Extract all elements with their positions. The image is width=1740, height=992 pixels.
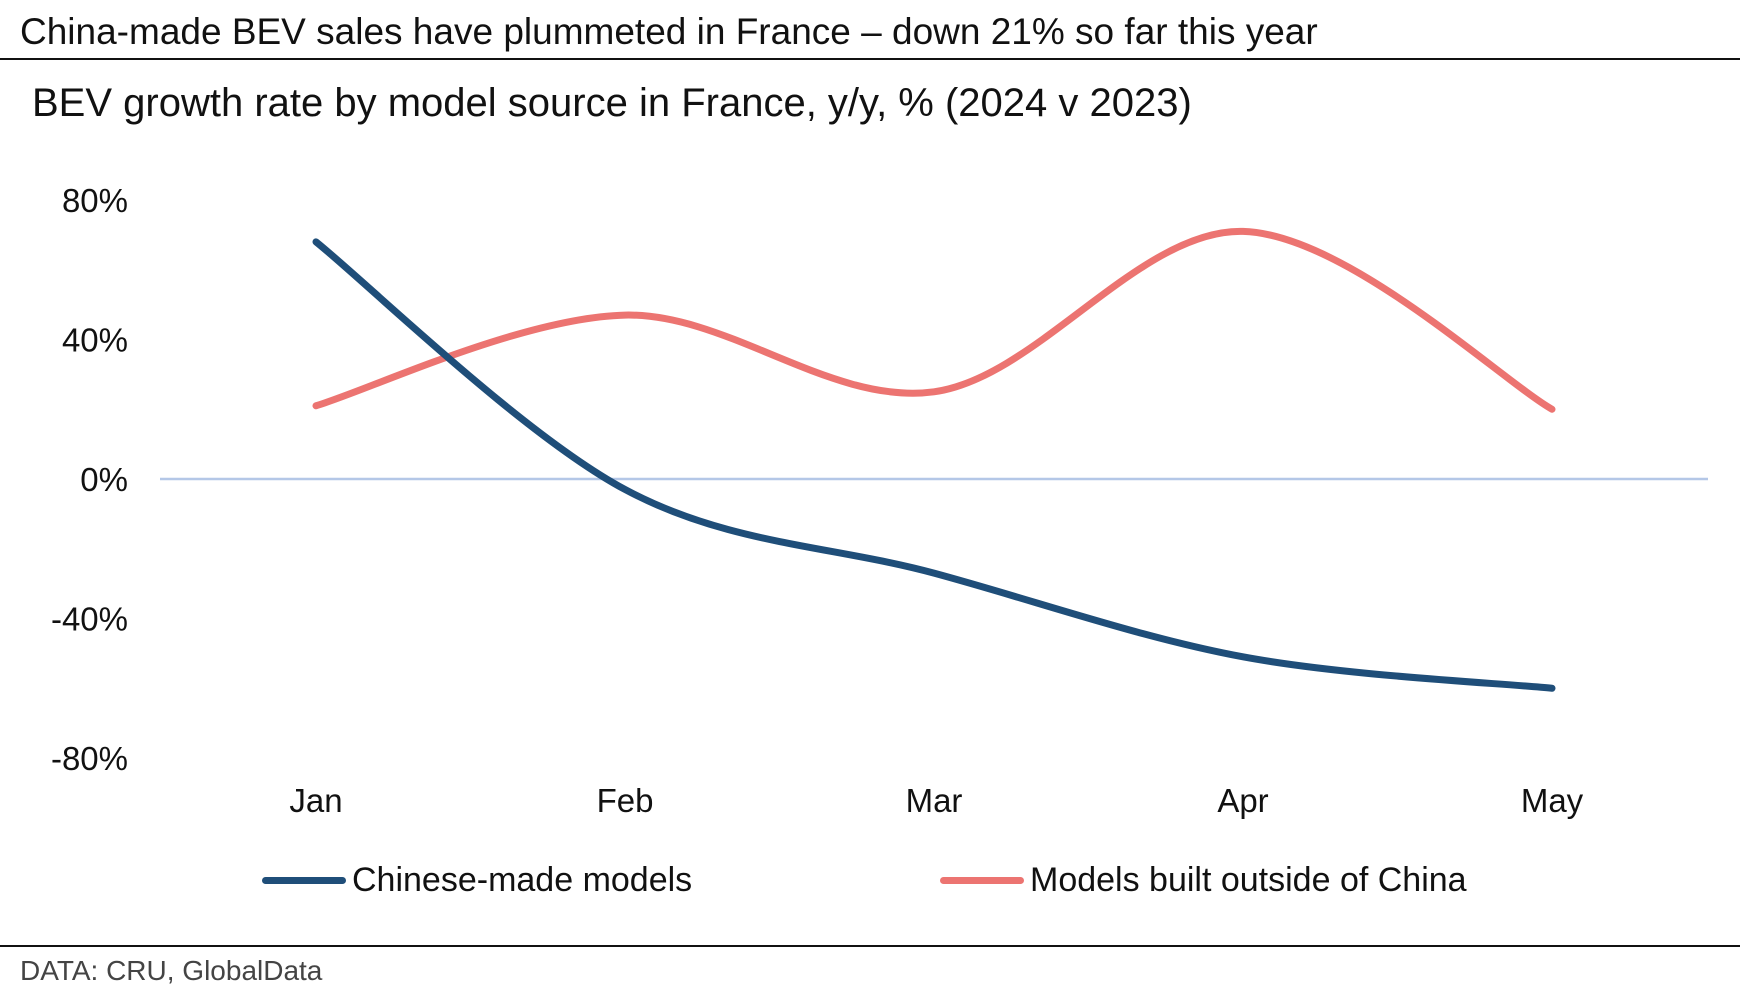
y-tick-label: -80% [51,740,128,777]
chart-legend: Chinese-made models Models built outside… [0,855,1740,905]
x-tick-label: Jan [289,782,342,819]
x-tick-label: May [1521,782,1584,819]
y-tick-label: 0% [80,461,128,498]
series-line-outside-china [312,227,1556,413]
headline-divider [0,58,1740,60]
chart-title: BEV growth rate by model source in Franc… [32,81,1192,125]
series-line-chinese-made [312,238,1556,692]
line-chart: 80% 40% 0% -40% -80% Jan Feb Mar Apr May [51,182,1708,819]
legend-swatch-outside-china [940,876,1024,884]
legend-label-outside-china: Models built outside of China [1030,860,1467,899]
x-tick-label: Apr [1217,782,1268,819]
series-layer [312,227,1556,692]
legend-label-chinese-made: Chinese-made models [352,860,693,899]
y-tick-label: 40% [62,322,128,359]
footer-divider [0,945,1740,947]
source-note: DATA: CRU, GlobalData [20,955,323,986]
legend-item-chinese-made: Chinese-made models [262,855,692,905]
legend-swatch-chinese-made [262,876,346,884]
x-tick-label: Feb [597,782,654,819]
y-tick-label: 80% [62,182,128,219]
legend-item-outside-china: Models built outside of China [940,855,1467,905]
x-tick-label: Mar [906,782,963,819]
axis-layer: 80% 40% 0% -40% -80% Jan Feb Mar Apr May [51,182,1708,819]
y-tick-label: -40% [51,601,128,638]
chart-headline: China-made BEV sales have plummeted in F… [20,11,1318,52]
